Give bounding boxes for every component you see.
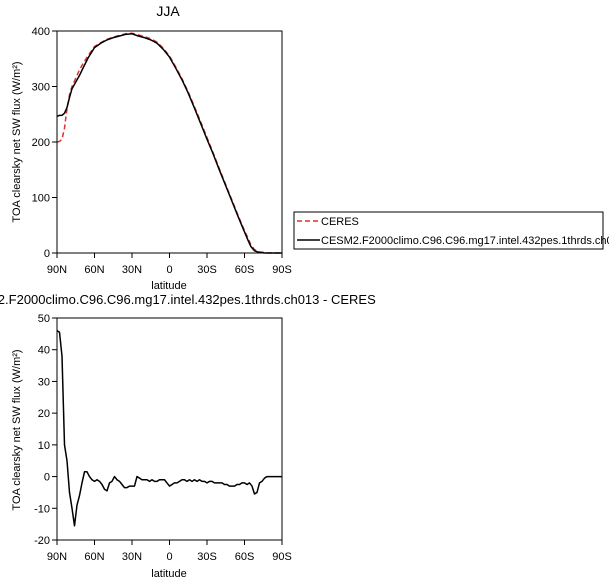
top-y-tick-label: 300 bbox=[32, 82, 50, 94]
top-x-tick-label: 90N bbox=[47, 264, 67, 276]
bottom-x-tick-label: 90N bbox=[47, 551, 67, 563]
top-x-tick-label: 30N bbox=[122, 264, 142, 276]
top-series-lines bbox=[56, 32, 282, 254]
top-y-ticks: 0 100 200 300 400 bbox=[32, 26, 57, 260]
bottom-y-tick-label: 0 bbox=[44, 472, 50, 484]
bottom-y-tick-label: 20 bbox=[38, 408, 50, 420]
bottom-y-tick-label: -10 bbox=[34, 503, 50, 515]
top-chart-title: JJA bbox=[156, 3, 180, 19]
top-x-tick-label: 30S bbox=[197, 264, 217, 276]
top-y-tick-label: 0 bbox=[44, 248, 50, 260]
bottom-x-tick-label: 60S bbox=[235, 551, 255, 563]
bottom-x-tick-label: 30S bbox=[197, 551, 217, 563]
bottom-y-tick-label: 40 bbox=[38, 345, 50, 357]
top-panel: JJA 0 100 200 300 400 90N 60N 30N 0 30S 60S 90S la… bbox=[11, 3, 292, 292]
top-x-tick-label: 60S bbox=[235, 264, 255, 276]
bottom-chart-title: CESM2.F2000climo.C96.C96.mg17.intel.432p… bbox=[0, 292, 376, 307]
bottom-x-tick-label: 30N bbox=[122, 551, 142, 563]
bottom-y-ticks: -20 -10 0 10 20 30 40 50 bbox=[34, 313, 57, 547]
top-x-ticks: 90N 60N 30N 0 30S 60S 90S bbox=[47, 253, 292, 276]
bottom-y-tick-label: -20 bbox=[34, 535, 50, 547]
top-x-tick-label: 90S bbox=[272, 264, 292, 276]
top-x-axis-label: latitude bbox=[151, 280, 186, 292]
bottom-x-tick-label: 0 bbox=[166, 551, 172, 563]
legend-label-cesm2: CESM2.F2000climo.C96.C96.mg17.intel.432p… bbox=[321, 235, 609, 247]
top-y-tick-label: 200 bbox=[32, 137, 50, 149]
legend-box bbox=[293, 211, 604, 250]
top-series-line-1 bbox=[56, 33, 282, 254]
top-x-tick-label: 60N bbox=[84, 264, 104, 276]
top-y-tick-label: 100 bbox=[32, 193, 50, 205]
top-y-axis-label: TOA clearsky net SW flux (W/m²) bbox=[11, 61, 23, 222]
bottom-y-tick-label: 50 bbox=[38, 313, 50, 325]
bottom-panel: CESM2.F2000climo.C96.C96.mg17.intel.432p… bbox=[0, 292, 376, 580]
bottom-x-axis-label: latitude bbox=[151, 568, 186, 580]
bottom-x-tick-label: 90S bbox=[272, 551, 292, 563]
legend: CERES CESM2.F2000climo.C96.C96.mg17.inte… bbox=[293, 211, 609, 250]
top-plot-frame bbox=[56, 30, 283, 254]
top-x-tick-label: 0 bbox=[166, 264, 172, 276]
bottom-plot-frame bbox=[56, 317, 283, 541]
legend-label-ceres: CERES bbox=[321, 216, 359, 228]
bottom-x-tick-label: 60N bbox=[84, 551, 104, 563]
top-y-tick-label: 400 bbox=[32, 26, 50, 38]
bottom-y-tick-label: 10 bbox=[38, 440, 50, 452]
bottom-series-line-0 bbox=[56, 330, 282, 527]
bottom-zero-series bbox=[56, 330, 282, 527]
bottom-y-tick-label: 30 bbox=[38, 376, 50, 388]
bottom-x-ticks: 90N 60N 30N 0 30S 60S 90S bbox=[47, 540, 292, 563]
top-series-line-0 bbox=[56, 32, 282, 254]
bottom-y-axis-label: TOA clearsky net SW flux (W/m²) bbox=[11, 349, 23, 510]
